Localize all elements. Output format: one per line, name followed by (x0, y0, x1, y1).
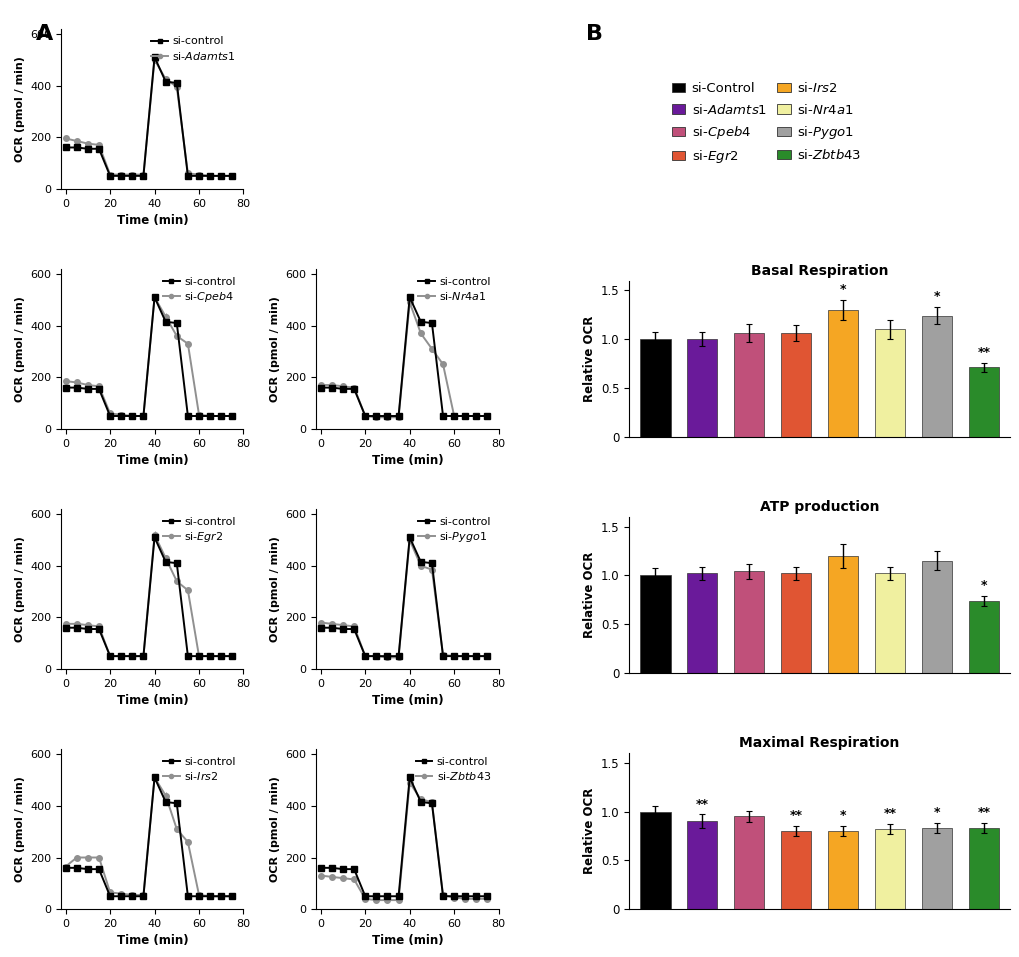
Legend: si-control, si-$\it{Egr2}$: si-control, si-$\it{Egr2}$ (161, 515, 237, 546)
Bar (968, 828, 999, 909)
Text: *: * (839, 283, 846, 296)
Title: Maximal Respiration: Maximal Respiration (739, 737, 899, 750)
Bar (921, 316, 952, 436)
Bar (921, 828, 952, 909)
Bar (781, 573, 810, 673)
X-axis label: Time (min): Time (min) (116, 695, 187, 707)
Text: **: ** (789, 810, 802, 822)
X-axis label: Time (min): Time (min) (116, 455, 187, 467)
Y-axis label: Relative OCR: Relative OCR (582, 316, 595, 402)
Text: **: ** (882, 808, 896, 820)
Legend: si-control, si-$\it{Irs2}$: si-control, si-$\it{Irs2}$ (161, 755, 237, 785)
Bar (874, 829, 905, 909)
Y-axis label: OCR (pmol / min): OCR (pmol / min) (15, 56, 24, 162)
Text: **: ** (976, 345, 989, 359)
Y-axis label: OCR (pmol / min): OCR (pmol / min) (270, 536, 279, 642)
Bar (874, 329, 905, 436)
Bar (921, 561, 952, 673)
Y-axis label: OCR (pmol / min): OCR (pmol / min) (15, 536, 24, 642)
Bar (734, 816, 763, 909)
Bar (968, 367, 999, 436)
Bar (827, 310, 858, 436)
Bar (686, 573, 716, 673)
Bar (734, 333, 763, 436)
Bar (734, 571, 763, 673)
Bar (781, 831, 810, 909)
Y-axis label: Relative OCR: Relative OCR (582, 551, 595, 638)
Text: **: ** (976, 807, 989, 819)
Y-axis label: OCR (pmol / min): OCR (pmol / min) (15, 776, 24, 882)
Y-axis label: OCR (pmol / min): OCR (pmol / min) (270, 776, 279, 882)
Text: *: * (839, 810, 846, 822)
X-axis label: Time (min): Time (min) (371, 695, 443, 707)
Legend: si-control, si-$\it{Zbtb43}$: si-control, si-$\it{Zbtb43}$ (413, 755, 492, 785)
Text: A: A (36, 24, 53, 44)
Legend: si-Control, si-$\it{Adamts1}$, si-$\it{Cpeb4}$, si-$\it{Egr2}$, si-$\it{Irs2}$, : si-Control, si-$\it{Adamts1}$, si-$\it{C… (665, 76, 866, 170)
Legend: si-control, si-$\it{Pygo1}$: si-control, si-$\it{Pygo1}$ (416, 515, 492, 546)
Text: *: * (932, 290, 940, 303)
Bar (686, 821, 716, 909)
Bar (639, 812, 669, 909)
Y-axis label: OCR (pmol / min): OCR (pmol / min) (15, 296, 24, 402)
X-axis label: Time (min): Time (min) (116, 214, 187, 227)
Legend: si-control, si-$\it{Nr4a1}$: si-control, si-$\it{Nr4a1}$ (416, 275, 492, 304)
Bar (686, 339, 716, 436)
Bar (827, 831, 858, 909)
Text: B: B (586, 24, 603, 44)
Legend: si-control, si-$\it{Adamts1}$: si-control, si-$\it{Adamts1}$ (149, 34, 237, 64)
Bar (781, 333, 810, 436)
Bar (968, 601, 999, 673)
Text: *: * (932, 807, 940, 819)
Bar (874, 573, 905, 673)
Bar (639, 575, 669, 673)
X-axis label: Time (min): Time (min) (371, 934, 443, 947)
Y-axis label: OCR (pmol / min): OCR (pmol / min) (270, 296, 279, 402)
X-axis label: Time (min): Time (min) (371, 455, 443, 467)
X-axis label: Time (min): Time (min) (116, 934, 187, 947)
Title: Basal Respiration: Basal Respiration (750, 264, 888, 278)
Title: ATP production: ATP production (759, 501, 878, 514)
Legend: si-control, si-$\it{Cpeb4}$: si-control, si-$\it{Cpeb4}$ (161, 275, 237, 306)
Bar (827, 556, 858, 673)
Text: **: ** (695, 797, 708, 811)
Bar (639, 339, 669, 436)
Y-axis label: Relative OCR: Relative OCR (582, 788, 595, 875)
Text: *: * (979, 579, 986, 592)
